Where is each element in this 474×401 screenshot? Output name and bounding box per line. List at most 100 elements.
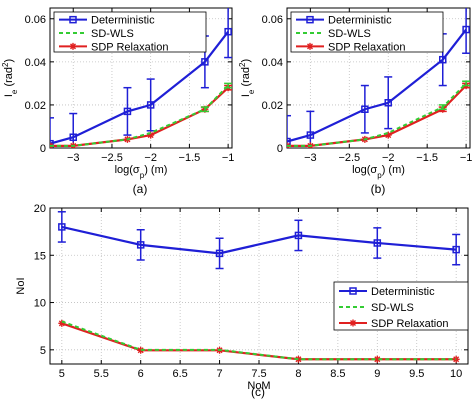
data-point [438, 55, 447, 64]
x-tick-label: −3 [304, 152, 317, 164]
legend-label: SD-WLS [371, 302, 414, 314]
y-tick-label: 20 [34, 203, 46, 215]
plot-area [287, 8, 470, 148]
data-point [147, 131, 155, 139]
data-point [452, 245, 460, 254]
data-point [215, 249, 224, 258]
series-sd-wls [50, 82, 232, 147]
data-point [58, 319, 66, 327]
x-tick-label: 6 [138, 368, 144, 380]
plot-area [57, 211, 461, 363]
legend-marker [69, 15, 77, 24]
data-point [384, 131, 392, 139]
x-axis-label: log(σp) (m) [115, 164, 168, 180]
data-point [384, 99, 392, 107]
data-point [50, 139, 54, 148]
data-point [294, 355, 302, 363]
series-deterministic [57, 211, 461, 270]
legend-marker [69, 42, 77, 50]
y-tick-label: 5 [40, 345, 46, 357]
y-tick-label: 0.02 [262, 100, 283, 112]
series-line [50, 86, 229, 147]
x-tick-label: 5 [59, 368, 65, 380]
data-point [137, 346, 145, 354]
x-tick-label: −2 [144, 152, 157, 164]
plot-area [50, 8, 232, 148]
x-tick-label: 8 [295, 368, 301, 380]
y-tick-label: 0.04 [25, 57, 46, 69]
legend-label: Deterministic [91, 15, 155, 27]
data-point [58, 223, 66, 231]
data-point [201, 58, 209, 66]
x-axis-label: NoM [247, 380, 270, 392]
series-line [50, 31, 229, 145]
legend-label: SDP Relaxation [91, 41, 168, 53]
x-tick-label: 6.5 [172, 368, 187, 380]
legend-marker [306, 15, 314, 24]
x-tick-label: −1 [460, 152, 473, 164]
x-tick-label: 10 [450, 368, 462, 380]
y-axis-label: Ie (rad2) [1, 59, 19, 97]
plot-frame [49, 7, 233, 149]
y-tick-label: 0 [277, 143, 283, 155]
series-line [61, 225, 457, 255]
caption-b: (b) [371, 182, 386, 196]
y-tick-label: 0.06 [262, 14, 283, 26]
x-tick-label: 7.5 [251, 368, 266, 380]
y-tick-label: 0.04 [262, 57, 283, 69]
legend-label: Deterministic [371, 286, 435, 298]
legend: Deterministic SD-WLS SDP Relaxation [333, 281, 469, 331]
data-point [294, 231, 303, 240]
series-sdp-relaxation [287, 82, 470, 148]
x-axis-label: log(σp) (m) [352, 164, 405, 180]
plot-frame [286, 7, 471, 149]
y-tick-label: 15 [34, 250, 46, 262]
data-point [69, 133, 77, 141]
legend-label: SDP Relaxation [371, 318, 448, 330]
y-tick-label: 0.06 [25, 14, 46, 26]
caption-c: (c) [251, 385, 265, 399]
y-tick-label: 0 [40, 143, 46, 155]
x-tick-label: −1 [222, 152, 235, 164]
y-tick-label: 10 [34, 298, 46, 310]
data-point [146, 101, 155, 109]
caption-a: (a) [133, 182, 148, 196]
series-sd-wls [287, 80, 470, 147]
y-axis-label: NoI [15, 277, 27, 294]
series-deterministic [50, 8, 232, 148]
data-point [452, 355, 460, 363]
x-tick-label: −2.5 [101, 152, 123, 164]
data-point [123, 107, 132, 116]
data-point [224, 27, 232, 36]
series-deterministic [287, 8, 470, 148]
data-point [306, 131, 315, 139]
y-axis-label: Ie (rad2) [238, 59, 256, 97]
data-point [462, 25, 470, 34]
data-point [373, 355, 381, 363]
data-point [136, 241, 145, 249]
legend-marker [306, 42, 314, 50]
x-tick-label: 8.5 [330, 368, 345, 380]
x-tick-label: −1.5 [416, 152, 438, 164]
legend-label: SDP Relaxation [328, 41, 405, 53]
chart-a: −3 −2.5 −2 −1.5 −1 0 0.02 0.04 0.06 log(σp) (m) Ie… [1, 7, 235, 180]
legend-label: SD-WLS [91, 28, 134, 40]
legend-marker [349, 319, 357, 327]
data-point [373, 239, 382, 247]
series-line [287, 28, 467, 143]
x-tick-label: 7 [217, 368, 223, 380]
data-point [287, 137, 291, 146]
legend-label: Deterministic [328, 15, 392, 27]
chart-c: 5 5.5 6 6.5 7 7.5 8 8.5 9 9.5 10 5 10 15 20 NoM NoI Deter… [15, 203, 469, 392]
x-tick-label: −1.5 [179, 152, 201, 164]
legend-label: SD-WLS [328, 28, 371, 40]
x-tick-label: 9 [374, 368, 380, 380]
x-tick-label: 9.5 [409, 368, 424, 380]
data-point [361, 105, 369, 113]
x-tick-label: −3 [67, 152, 80, 164]
legend-marker [349, 287, 357, 295]
series-line [287, 82, 467, 147]
chart-b: −3 −2.5 −2 −1.5 −1 0 0.02 0.04 0.06 log(σp) (m) Ie… [238, 7, 473, 180]
